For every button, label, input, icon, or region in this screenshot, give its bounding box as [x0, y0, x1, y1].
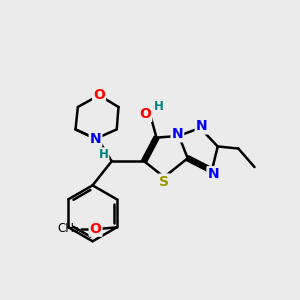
Text: N: N	[196, 119, 207, 134]
Text: O: O	[90, 222, 101, 236]
Text: N: N	[90, 132, 101, 146]
Text: H: H	[98, 148, 108, 161]
Text: H: H	[154, 100, 164, 113]
Text: S: S	[159, 175, 169, 188]
Text: N: N	[208, 167, 219, 181]
Text: O: O	[93, 88, 105, 102]
Text: O: O	[140, 107, 151, 121]
Text: CH₃: CH₃	[58, 222, 80, 235]
Text: N: N	[172, 128, 183, 141]
